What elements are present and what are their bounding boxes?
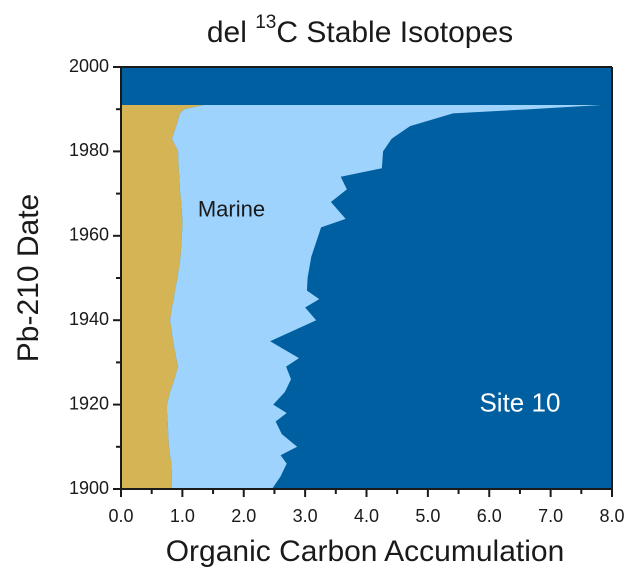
y-tick-label: 1900 [69,478,109,498]
annotation: Site 10 [479,387,560,417]
x-tick-label: 2.0 [231,506,256,526]
title-superscript: 13 [255,12,276,33]
y-tick-label: 2000 [69,56,109,76]
x-tick-label: 0.0 [108,506,133,526]
chart-title: del 13C Stable Isotopes [207,12,513,49]
y-tick-label: 1960 [69,225,109,245]
title-text: del [207,16,255,49]
x-tick-label: 8.0 [599,506,624,526]
x-tick-label: 6.0 [477,506,502,526]
x-tick-label: 3.0 [293,506,318,526]
x-tick-label: 1.0 [170,506,195,526]
y-tick-label: 1920 [69,393,109,413]
x-tick-label: 5.0 [415,506,440,526]
title-text: C Stable Isotopes [276,16,513,49]
area [121,104,204,489]
y-tick-label: 1980 [69,140,109,160]
y-axis-label: Pb-210 Date [12,194,45,362]
x-tick-label: 4.0 [354,506,379,526]
y-tick-label: 1940 [69,309,109,329]
area [167,104,602,489]
x-tick-label: 7.0 [538,506,563,526]
x-axis-label: Organic Carbon Accumulation [166,535,565,568]
annotation: Marine [198,196,265,221]
